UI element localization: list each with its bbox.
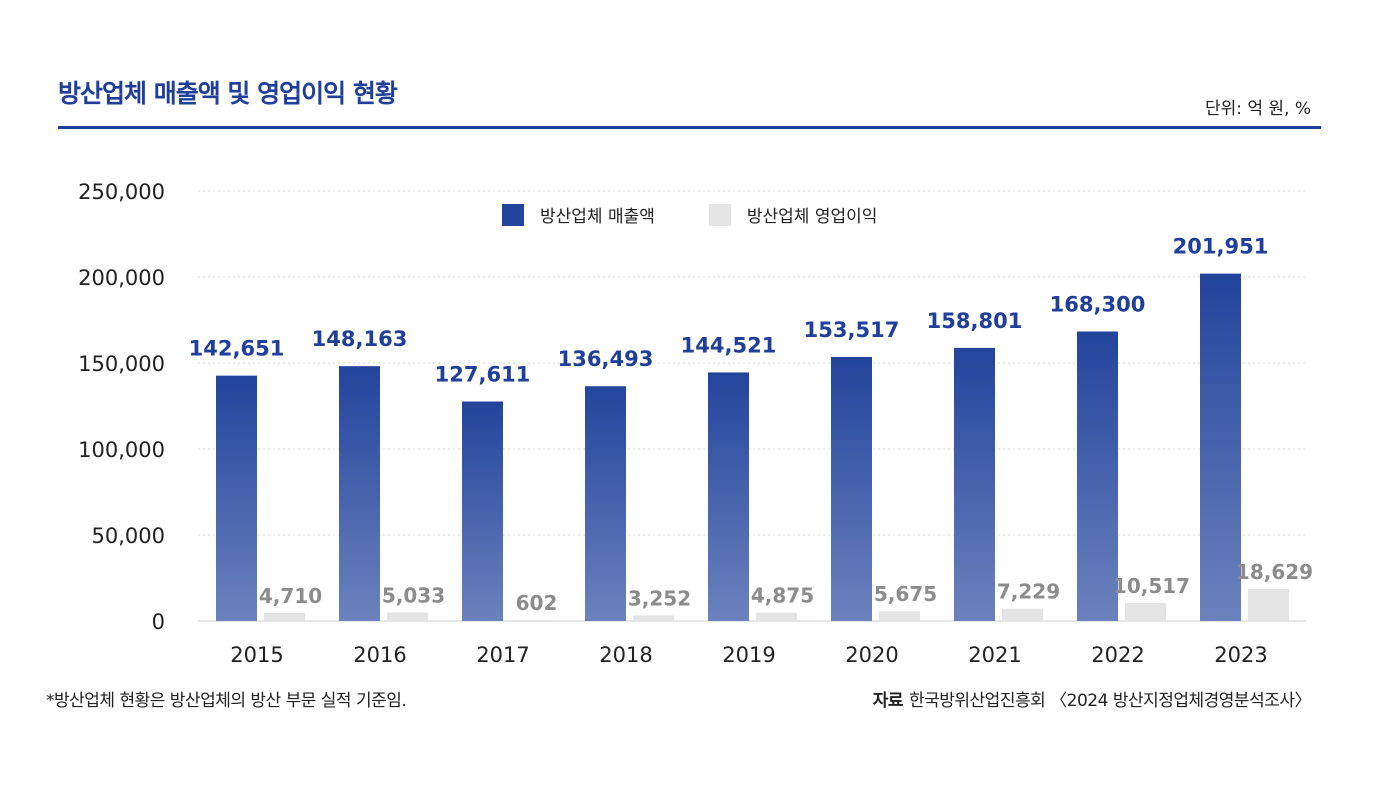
bar-profit-2023: [1248, 588, 1289, 621]
bar-profit-2019: [756, 612, 797, 621]
bar-sales-2022: [1077, 331, 1118, 621]
source-note: 자료 한국방위산업진흥회 〈2024 방산지정업체경영분석조사〉: [872, 686, 1312, 711]
footnote: *방산업체 현황은 방산업체의 방산 부문 실적 기준임.: [46, 691, 407, 711]
bar-sales-2023: [1200, 273, 1241, 621]
legend-label-sales: 방산업체 매출액: [540, 207, 655, 227]
bar-sales-2020: [831, 356, 872, 621]
legend-item-sales: 방산업체 매출액: [502, 202, 655, 227]
data-labels: 142,651 4,710 148,163 5,033 127,611 602 136,49…: [189, 235, 1313, 615]
source-label: 자료: [872, 691, 904, 711]
bar-profit-2021: [1002, 608, 1043, 621]
data-label-profit-2023: 18,629: [1236, 560, 1313, 584]
data-label-sales-2016: 148,163: [312, 327, 408, 351]
y-tick-label: 0: [152, 610, 165, 634]
bars: [216, 273, 1289, 621]
x-tick-label: 2022: [1091, 643, 1144, 667]
data-label-sales-2020: 153,517: [804, 318, 900, 342]
bar-sales-2021: [954, 347, 995, 621]
bar-profit-2022: [1125, 602, 1166, 621]
data-label-profit-2018: 3,252: [628, 586, 691, 610]
x-tick-label: 2019: [722, 643, 775, 667]
x-tick-label: 2015: [230, 643, 283, 667]
x-tick-label: 2023: [1214, 643, 1267, 667]
bar-profit-2016: [387, 612, 428, 621]
bar-sales-2015: [216, 375, 257, 621]
legend: 방산업체 매출액 방산업체 영업이익: [502, 202, 931, 227]
x-tick-label: 2020: [845, 643, 898, 667]
data-label-sales-2015: 142,651: [189, 337, 285, 361]
data-label-sales-2021: 158,801: [927, 309, 1023, 333]
legend-swatch-sales: [502, 203, 524, 226]
bar-sales-2018: [585, 386, 626, 621]
x-axis-ticks: 2015 2016 2017 2018 2019 2020 2021 2022 2023: [230, 643, 1267, 667]
y-tick-label: 200,000: [78, 266, 165, 290]
legend-item-profit: 방산업체 영업이익: [708, 202, 878, 227]
data-label-profit-2021: 7,229: [997, 580, 1060, 604]
bar-profit-2020: [879, 611, 920, 621]
data-label-profit-2015: 4,710: [259, 584, 322, 608]
legend-swatch-profit: [708, 203, 731, 226]
title-divider: [58, 126, 1321, 129]
bar-profit-2015: [264, 612, 305, 621]
data-label-sales-2022: 168,300: [1050, 293, 1146, 317]
gridlines: [198, 190, 1306, 622]
y-tick-label: 50,000: [92, 524, 165, 548]
x-tick-label: 2016: [353, 643, 406, 667]
bar-sales-2016: [339, 366, 380, 621]
data-label-profit-2016: 5,033: [382, 583, 445, 607]
data-label-sales-2018: 136,493: [558, 347, 654, 371]
x-tick-label: 2021: [968, 643, 1021, 667]
source-text: 한국방위산업진흥회 〈2024 방산지정업체경영분석조사〉: [908, 691, 1312, 711]
unit-label: 단위: 억 원, %: [1204, 99, 1311, 119]
y-tick-label: 150,000: [78, 352, 165, 376]
data-label-profit-2022: 10,517: [1113, 574, 1190, 598]
data-label-sales-2019: 144,521: [681, 333, 777, 357]
bar-profit-2018: [633, 615, 674, 621]
bar-sales-2019: [708, 372, 749, 621]
data-label-profit-2019: 4,875: [751, 584, 814, 608]
data-label-profit-2020: 5,675: [874, 582, 937, 606]
x-tick-label: 2018: [599, 643, 652, 667]
data-label-profit-2017: 602: [516, 591, 558, 615]
x-tick-label: 2017: [476, 643, 529, 667]
data-label-sales-2017: 127,611: [435, 363, 531, 387]
chart-title: 방산업체 매출액 및 영업이익 현황: [58, 79, 398, 108]
y-tick-label: 100,000: [78, 438, 165, 462]
y-tick-label: 250,000: [78, 180, 165, 204]
bar-profit-2017: [510, 619, 551, 621]
y-axis-ticks: 0 50,000 100,000 150,000 200,000 250,000: [78, 180, 165, 634]
bar-sales-2017: [462, 401, 503, 621]
data-label-sales-2023: 201,951: [1173, 235, 1269, 259]
legend-label-profit: 방산업체 영업이익: [746, 207, 878, 227]
